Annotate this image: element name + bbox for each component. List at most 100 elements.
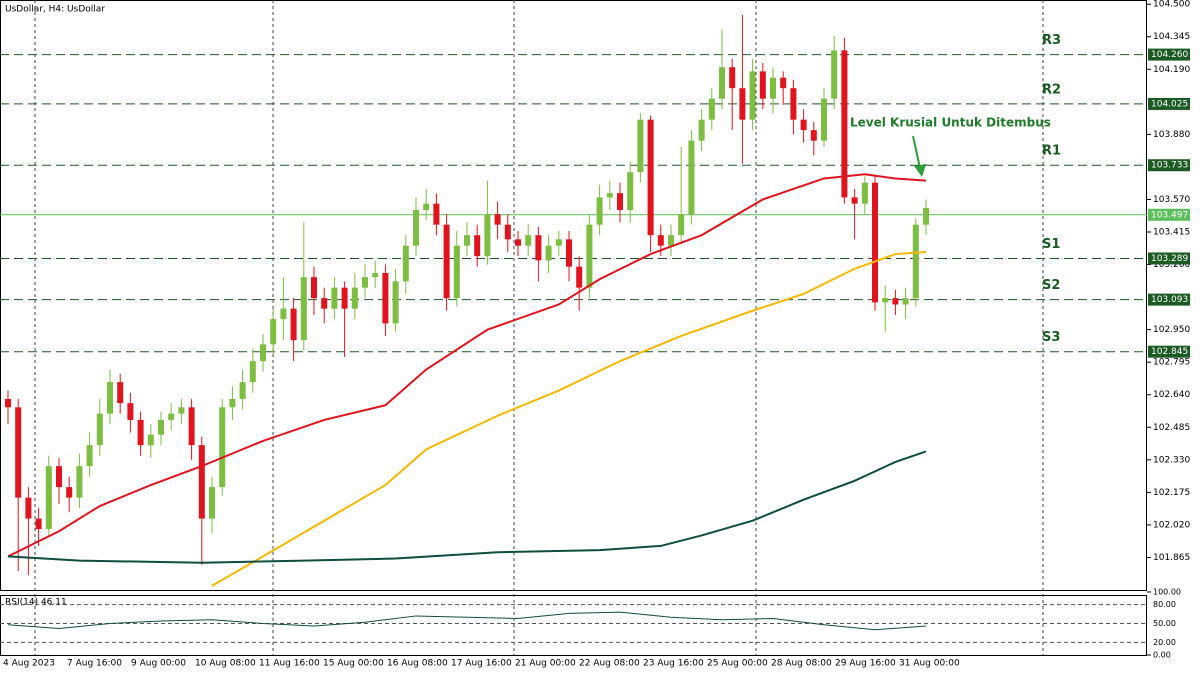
candle-body — [198, 445, 205, 519]
level-value-label: 104.260 — [1151, 50, 1188, 60]
level-name: R1 — [1042, 144, 1061, 159]
candle-body — [168, 413, 175, 420]
candle-body — [566, 239, 572, 267]
rsi-tick-label: 50.00 — [1153, 619, 1176, 628]
candle-body — [780, 77, 787, 89]
candle-body — [606, 193, 613, 198]
level-value-box — [1148, 159, 1190, 172]
level-value-label: 102.845 — [1151, 347, 1188, 357]
x-tick-label: 17 Aug 16:00 — [451, 659, 512, 669]
y-tick-label: 104.345 — [1153, 32, 1190, 42]
y-tick-label: 102.950 — [1153, 325, 1190, 335]
candle-body — [239, 382, 246, 399]
candle-body — [66, 487, 73, 498]
level-value-label: 104.025 — [1151, 99, 1188, 109]
candle-body — [290, 308, 297, 341]
candle-body — [96, 413, 103, 446]
candle-body — [494, 214, 501, 225]
annotation-arrow — [912, 135, 926, 177]
candle-body — [372, 272, 379, 278]
level-value-label: 103.093 — [1151, 295, 1188, 305]
x-tick-label: 9 Aug 00:00 — [131, 659, 186, 669]
level-name: R3 — [1042, 33, 1061, 48]
level-name: R2 — [1042, 82, 1061, 97]
candle-body — [657, 235, 664, 246]
candle-body — [249, 361, 256, 383]
rsi-frame — [0, 595, 1147, 656]
candle-body — [35, 518, 42, 530]
candle-body — [617, 193, 623, 210]
candle-body — [668, 235, 674, 246]
candle-body — [229, 398, 236, 408]
y-tick-label: 102.485 — [1153, 423, 1190, 433]
rsi-line — [7, 611, 927, 631]
candle-body — [351, 287, 358, 309]
candle-body — [45, 466, 52, 530]
candle-body — [810, 130, 817, 141]
candle-body — [484, 214, 491, 257]
candle-body — [107, 382, 113, 414]
level-name: S2 — [1042, 278, 1060, 293]
candle-body — [423, 203, 430, 210]
candle-body — [86, 445, 93, 467]
level-value-box — [1148, 97, 1190, 110]
candle-body — [137, 419, 144, 446]
candle-body — [729, 67, 736, 89]
candle-body — [402, 245, 409, 282]
candle-body — [647, 119, 654, 236]
x-tick-label: 29 Aug 16:00 — [835, 659, 896, 669]
candle-body — [260, 344, 266, 362]
candle-body — [56, 466, 62, 488]
rsi-tick-label: 20.00 — [1153, 638, 1176, 647]
annotation: Level Krusial Untuk Ditembus — [850, 116, 1051, 130]
y-tick-label: 104.190 — [1153, 65, 1190, 75]
candle-body — [464, 235, 470, 246]
candle-body — [892, 298, 899, 305]
candle-body — [311, 277, 317, 299]
candle-body — [453, 245, 460, 299]
candle-body — [841, 50, 848, 198]
candle-body — [719, 67, 725, 99]
candle-body — [698, 119, 705, 141]
price-frame — [0, 0, 1147, 591]
candle-body — [280, 308, 287, 320]
candle-body — [851, 197, 858, 204]
x-tick-label: 4 Aug 2023 — [3, 659, 55, 669]
candle-body — [178, 407, 185, 414]
x-tick-label: 15 Aug 00:00 — [323, 659, 384, 669]
rsi-title: RSI(14) 46.11 — [5, 598, 67, 608]
candle-body — [555, 239, 562, 246]
level-name: S1 — [1042, 237, 1060, 252]
candle-body — [525, 235, 532, 246]
candle-body — [770, 77, 776, 99]
x-tick-label: 23 Aug 16:00 — [643, 659, 704, 669]
x-tick-label: 31 Aug 00:00 — [899, 659, 960, 669]
candle-body — [708, 98, 715, 120]
candle-body — [219, 407, 226, 488]
level-value-box — [1148, 293, 1190, 306]
candle-body — [147, 434, 154, 446]
day-separators — [34, 0, 1044, 655]
level-name: S3 — [1042, 330, 1060, 345]
candle-body — [882, 298, 889, 303]
candle-body — [912, 224, 919, 299]
candle-body — [872, 182, 878, 303]
candle-body — [759, 71, 766, 99]
y-tick-label: 102.175 — [1153, 488, 1190, 498]
y-tick-label: 102.330 — [1153, 455, 1190, 465]
chart-title: UsDollar, H4: UsDollar — [5, 5, 105, 15]
y-tick-label: 101.865 — [1153, 553, 1190, 563]
candle-body — [535, 235, 542, 261]
candle-body — [321, 298, 328, 309]
level-value-label: 103.289 — [1151, 254, 1188, 264]
candle-body — [688, 140, 695, 215]
candle-body — [627, 172, 634, 210]
candle-body — [127, 403, 134, 420]
candle-body — [392, 281, 399, 324]
candle-body — [433, 203, 440, 225]
x-tick-label: 16 Aug 08:00 — [387, 659, 448, 669]
candle-body — [831, 50, 838, 99]
candle-body — [902, 298, 909, 305]
x-tick-label: 21 Aug 00:00 — [515, 659, 576, 669]
